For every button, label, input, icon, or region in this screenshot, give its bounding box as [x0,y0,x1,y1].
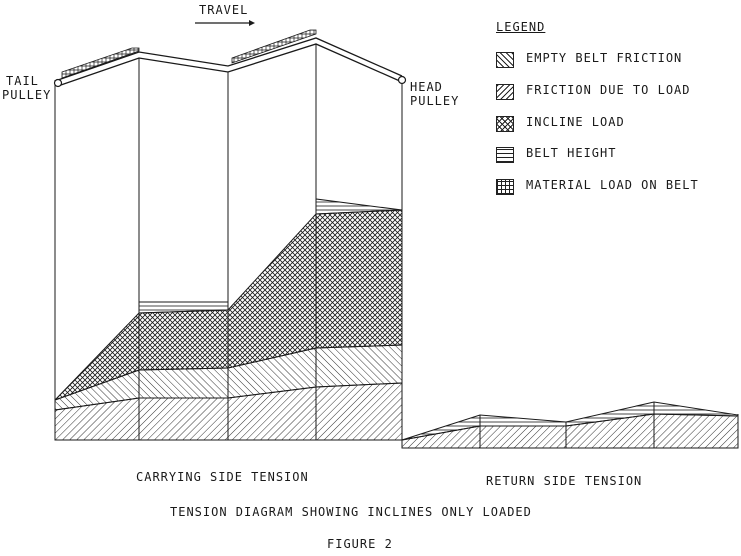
legend-swatch-belt-height [496,147,514,163]
tail-label-line1: TAIL [6,74,39,88]
figure-caption: TENSION DIAGRAM SHOWING INCLINES ONLY LO… [170,505,532,519]
legend-title: LEGEND [496,20,546,34]
legend-label: MATERIAL LOAD ON BELT [526,178,699,192]
legend-label: BELT HEIGHT [526,146,617,160]
material-load-icon [61,47,140,79]
legend-label: INCLINE LOAD [526,115,625,129]
figure-number: FIGURE 2 [327,537,393,551]
return-side-diagram [401,401,739,449]
material-load-icon [231,29,317,64]
tail-pulley-icon [53,78,63,88]
carrying-side-diagram [54,44,403,441]
head-label-line2: PULLEY [410,94,460,108]
arrow-right-icon [195,20,255,26]
head-pulley-icon [397,75,407,85]
legend-swatch-incline-load [496,116,514,132]
legend-label: FRICTION DUE TO LOAD [526,83,691,97]
legend-swatch-empty-belt-friction [496,52,514,68]
belt-profile [53,29,407,88]
belt-line-inner [57,37,403,81]
tail-label-line2: PULLEY [2,88,52,102]
belt-line [57,43,403,87]
legend-swatch-material-load-on-belt [496,179,514,195]
head-label-line1: HEAD [410,80,443,94]
travel-label: TRAVEL [199,3,249,17]
return-side-label: RETURN SIDE TENSION [486,474,643,488]
carrying-side-label: CARRYING SIDE TENSION [136,470,309,484]
legend-label: EMPTY BELT FRICTION [526,51,683,65]
legend-swatch-friction-due-to-load [496,84,514,100]
